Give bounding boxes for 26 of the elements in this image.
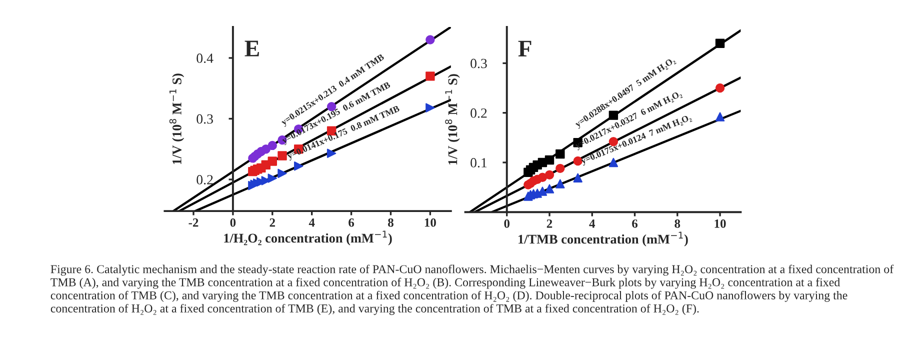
x-axis-title: 1/H₂O₂ concentration (mM$^{−1}$): [224, 230, 392, 246]
x-tick-label: 2: [546, 219, 552, 228]
x-tick-label: 4: [308, 218, 315, 227]
x-tick-label: 6: [348, 218, 354, 227]
x-axis-title: 1/TMB concentration (mM$^{−1}$): [518, 232, 688, 246]
x-tick-label: 8: [674, 219, 680, 228]
x-tick-label: 4: [589, 219, 596, 228]
y-axis-title: 1/V (10$^{8}$ M$^{−1}$ S): [445, 74, 460, 164]
y-tick-label: 0.2: [196, 175, 213, 184]
y-tick-label: 0.1: [470, 158, 487, 168]
caption: Figure 6. Catalytic mechanism and the steady-state reaction rate of PAN-CuO nanoflowers. Michaelis−Menten curves by varying H₂O₂ concentration at a fixed concentration of TMB (A), and varying the TMB concentration at a fixed concentration of H₂O₂ (B). Corresponding Lineweaver−Burk plots by varying H₂O₂ concentration at a fixed concentration of TMB (C), and varying the TMB concentration at a fixed concentration of H₂O₂ (D). Double-reciprocal plots of PAN-CuO nanoflowers by varying the concentration of H₂O₂ at a fixed concentration of TMB (E), and varying the concentration of TMB at a fixed concentration of H₂O₂ (F).: [50, 264, 894, 315]
x-tick-label: 2: [270, 218, 275, 227]
chart-title: F: [518, 40, 532, 56]
y-tick-label: 0.3: [196, 114, 213, 124]
y-tick-label: 0.2: [470, 108, 487, 118]
x-tick-label: 10: [424, 218, 436, 227]
y-axis-title: 1/V (10$^{8}$ M$^{−1}$ S): [169, 74, 184, 164]
x-tick-label: 6: [632, 219, 638, 228]
chart-title: E: [244, 40, 259, 56]
x-tick-label: 0: [230, 218, 236, 227]
x-tick-label: -2: [188, 218, 198, 227]
x-tick-label: 8: [388, 218, 394, 227]
y-tick-label: 0.3: [470, 58, 487, 68]
y-tick-label: 0.4: [196, 54, 214, 63]
x-tick-label: 10: [714, 219, 726, 228]
x-tick-label: 0: [504, 219, 510, 228]
